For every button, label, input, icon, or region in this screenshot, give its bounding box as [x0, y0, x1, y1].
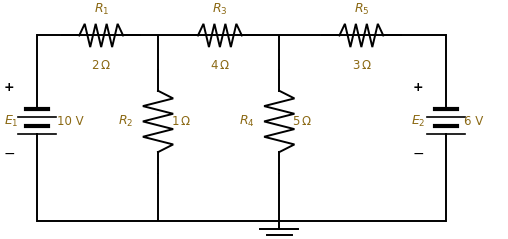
- Text: $R_2$: $R_2$: [117, 114, 133, 129]
- Text: $1\,\Omega$: $1\,\Omega$: [171, 115, 190, 128]
- Text: −: −: [412, 147, 424, 161]
- Text: $3\,\Omega$: $3\,\Omega$: [352, 59, 372, 72]
- Text: $E_2$: $E_2$: [411, 114, 426, 129]
- Text: +: +: [4, 81, 14, 94]
- Text: $2\,\Omega$: $2\,\Omega$: [91, 59, 111, 72]
- Text: 6 V: 6 V: [464, 115, 483, 128]
- Text: $E_1$: $E_1$: [4, 114, 19, 129]
- Text: $5\,\Omega$: $5\,\Omega$: [292, 115, 312, 128]
- Text: −: −: [3, 147, 15, 161]
- Text: 10 V: 10 V: [57, 115, 84, 128]
- Text: +: +: [413, 81, 424, 94]
- Text: $R_1$: $R_1$: [93, 2, 109, 17]
- Text: $R_5$: $R_5$: [354, 2, 369, 17]
- Text: $R_3$: $R_3$: [212, 2, 228, 17]
- Text: $4\,\Omega$: $4\,\Omega$: [210, 59, 230, 72]
- Text: $R_4$: $R_4$: [239, 114, 255, 129]
